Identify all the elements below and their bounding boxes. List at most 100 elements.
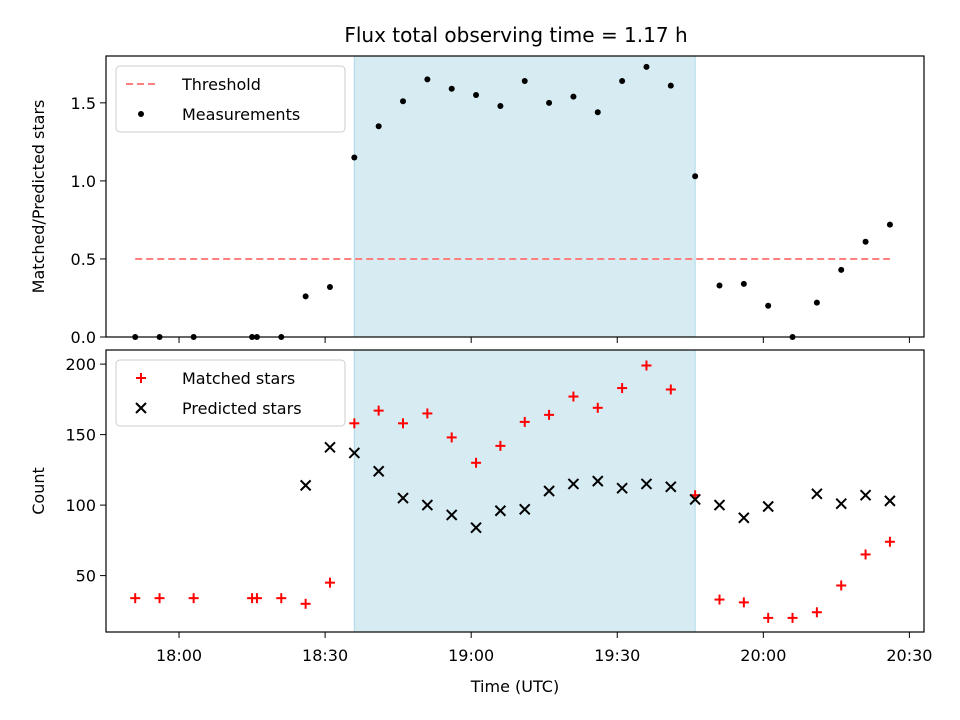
legend-marker	[135, 402, 147, 414]
data-point	[592, 475, 604, 487]
data-point	[446, 432, 457, 443]
legend-box	[115, 359, 346, 427]
data-point	[567, 478, 580, 490]
data-point	[689, 493, 701, 506]
data-point	[397, 492, 409, 504]
data-point	[154, 593, 165, 604]
legend-marker	[138, 111, 144, 117]
data-point	[884, 495, 896, 507]
data-point	[570, 93, 577, 100]
data-point	[521, 77, 528, 84]
data-point	[762, 500, 774, 513]
legend-label: Matched stars	[182, 369, 295, 388]
data-point	[838, 266, 845, 273]
data-point	[862, 238, 869, 245]
data-point	[884, 536, 895, 547]
data-point	[300, 598, 311, 609]
legend-label: Predicted stars	[182, 399, 302, 418]
data-point	[835, 497, 847, 510]
ratio-panel: 0.0 0.5 1.0 1.5 Matched/Predicted stars Thres…	[29, 55, 925, 347]
series-measurements	[132, 63, 893, 340]
y-tick-label: 1.5	[71, 94, 96, 113]
data-point	[324, 577, 335, 588]
data-point	[716, 282, 723, 289]
data-point	[299, 479, 312, 492]
data-point	[326, 284, 333, 291]
legend: Matched stars Predicted stars	[115, 359, 346, 427]
data-point	[544, 409, 555, 420]
data-point	[738, 512, 750, 524]
x-tick-label: 18:30	[302, 646, 348, 665]
data-point	[519, 416, 530, 427]
data-point	[763, 612, 774, 623]
data-point	[811, 488, 823, 500]
y-tick-label: 0.0	[71, 328, 96, 347]
data-point	[859, 489, 872, 501]
data-point	[641, 360, 652, 371]
data-point	[470, 521, 482, 534]
data-point	[594, 109, 601, 116]
legend-box	[115, 65, 346, 133]
data-point	[424, 76, 431, 83]
data-point	[421, 499, 434, 511]
data-point	[692, 173, 699, 180]
y-tick-label: 150	[65, 426, 96, 445]
data-point	[445, 509, 458, 521]
y-tick-label: 200	[65, 355, 96, 374]
data-point	[497, 102, 504, 109]
y-tick-label: 100	[65, 496, 96, 515]
data-point	[714, 594, 725, 605]
data-point	[448, 85, 455, 92]
data-point	[813, 299, 820, 306]
data-point	[276, 593, 287, 604]
y-tick-label: 50	[76, 567, 96, 586]
x-tick-label: 20:30	[886, 646, 932, 665]
x-tick-label: 19:00	[448, 646, 494, 665]
data-point	[836, 580, 847, 591]
data-point	[568, 391, 579, 402]
data-point	[619, 77, 626, 84]
data-point	[473, 92, 480, 99]
legend-marker	[136, 373, 146, 383]
x-tick-label: 19:30	[594, 646, 640, 665]
data-point	[422, 408, 433, 419]
data-point	[765, 302, 772, 309]
data-point	[348, 447, 361, 459]
data-point	[592, 402, 603, 413]
series-matched-stars	[130, 360, 895, 623]
x-axis-label: Time (UTC)	[470, 677, 559, 696]
data-point	[130, 593, 141, 604]
data-point	[643, 63, 650, 70]
data-point	[616, 482, 628, 494]
data-point	[713, 499, 726, 511]
data-point	[349, 418, 360, 429]
data-point	[471, 457, 482, 468]
chart-title: Flux total observing time = 1.17 h	[344, 23, 687, 47]
data-point	[640, 478, 653, 490]
data-point	[546, 99, 553, 106]
data-point	[251, 593, 262, 604]
data-point	[886, 221, 893, 228]
data-point	[860, 549, 871, 560]
y-axis-label: Matched/Predicted stars	[29, 100, 48, 294]
series-predicted-stars	[299, 441, 896, 534]
data-point	[667, 82, 674, 89]
axes-frame	[105, 349, 925, 633]
data-point	[324, 441, 336, 453]
data-point	[302, 293, 309, 300]
y-axis-label: Count	[29, 467, 48, 515]
legend-label: Threshold	[181, 75, 261, 94]
data-point	[398, 418, 409, 429]
highlight-span	[353, 55, 696, 338]
data-point	[494, 505, 507, 517]
y-tick-label: 1.0	[71, 172, 96, 191]
data-point	[665, 384, 676, 395]
legend: Threshold Measurements	[115, 65, 346, 133]
data-point	[543, 485, 555, 497]
y-tick-label: 0.5	[71, 250, 96, 269]
highlight-span	[353, 349, 696, 633]
data-point	[375, 123, 382, 130]
data-point	[811, 607, 822, 618]
data-point	[372, 465, 385, 477]
